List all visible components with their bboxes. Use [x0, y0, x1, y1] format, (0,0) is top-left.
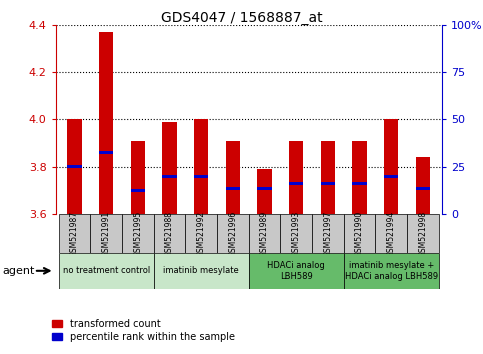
FancyBboxPatch shape: [59, 253, 154, 289]
Text: HDACi analog
LBH589: HDACi analog LBH589: [268, 261, 325, 280]
Bar: [353, 182, 367, 185]
Bar: [99, 32, 114, 214]
FancyBboxPatch shape: [90, 214, 122, 253]
Text: GDS4047 / 1568887_at: GDS4047 / 1568887_at: [161, 11, 322, 25]
Text: agent: agent: [2, 266, 35, 276]
Text: GSM521991: GSM521991: [102, 211, 111, 257]
Bar: [162, 122, 177, 214]
Text: GSM521995: GSM521995: [133, 211, 142, 257]
Bar: [162, 175, 177, 178]
Bar: [384, 120, 398, 214]
FancyBboxPatch shape: [59, 214, 90, 253]
Text: GSM521989: GSM521989: [260, 211, 269, 257]
Bar: [131, 189, 145, 192]
FancyBboxPatch shape: [281, 214, 312, 253]
Bar: [68, 120, 82, 214]
FancyBboxPatch shape: [407, 214, 439, 253]
Bar: [226, 187, 240, 190]
Text: GSM521996: GSM521996: [228, 211, 238, 257]
Bar: [194, 120, 208, 214]
Bar: [321, 141, 335, 214]
Legend: transformed count, percentile rank within the sample: transformed count, percentile rank withi…: [48, 315, 239, 346]
Text: GSM521997: GSM521997: [324, 211, 332, 257]
Text: GSM521998: GSM521998: [418, 211, 427, 257]
Text: imatinib mesylate +
HDACi analog LBH589: imatinib mesylate + HDACi analog LBH589: [345, 261, 438, 280]
FancyBboxPatch shape: [154, 253, 249, 289]
FancyBboxPatch shape: [249, 253, 344, 289]
FancyBboxPatch shape: [154, 214, 185, 253]
Bar: [68, 165, 82, 169]
Text: GSM521993: GSM521993: [292, 211, 301, 257]
FancyBboxPatch shape: [185, 214, 217, 253]
Bar: [384, 175, 398, 178]
Bar: [257, 187, 272, 190]
Bar: [131, 141, 145, 214]
Text: GSM521992: GSM521992: [197, 211, 206, 257]
Bar: [226, 141, 240, 214]
Bar: [257, 169, 272, 214]
Bar: [99, 151, 114, 154]
Text: GSM521990: GSM521990: [355, 211, 364, 257]
Text: no treatment control: no treatment control: [63, 266, 150, 275]
Bar: [289, 141, 303, 214]
FancyBboxPatch shape: [344, 253, 439, 289]
Bar: [416, 187, 430, 190]
Bar: [289, 182, 303, 185]
Text: GSM521988: GSM521988: [165, 211, 174, 257]
Bar: [194, 175, 208, 178]
Text: imatinib mesylate: imatinib mesylate: [163, 266, 239, 275]
FancyBboxPatch shape: [312, 214, 344, 253]
Text: GSM521987: GSM521987: [70, 211, 79, 257]
Text: GSM521994: GSM521994: [387, 211, 396, 257]
Bar: [353, 141, 367, 214]
FancyBboxPatch shape: [249, 214, 281, 253]
Bar: [321, 182, 335, 185]
Bar: [416, 158, 430, 214]
FancyBboxPatch shape: [122, 214, 154, 253]
FancyBboxPatch shape: [344, 214, 375, 253]
FancyBboxPatch shape: [375, 214, 407, 253]
FancyBboxPatch shape: [217, 214, 249, 253]
